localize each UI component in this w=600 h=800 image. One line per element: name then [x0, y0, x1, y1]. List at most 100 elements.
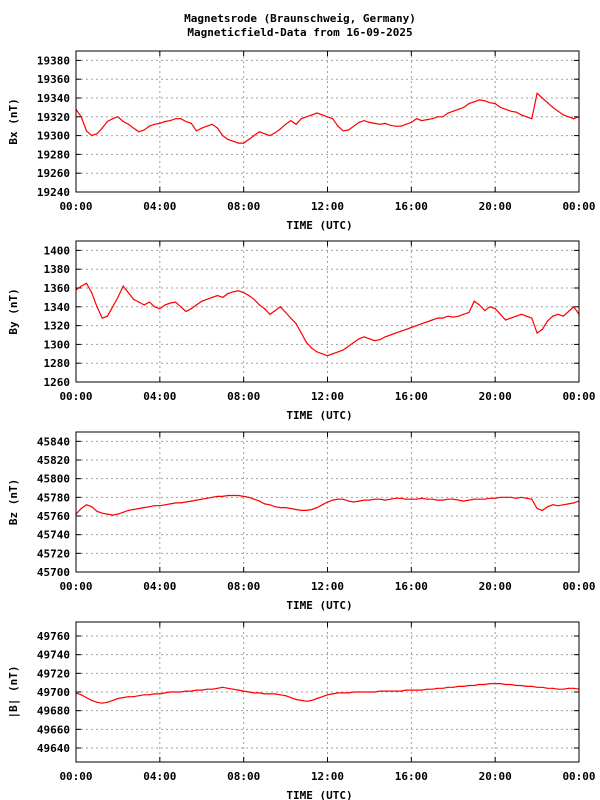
chart-1-data-point [274, 132, 276, 134]
chart-4-data-point [154, 693, 156, 695]
chart-2-data-point [379, 339, 381, 341]
chart-1-data-point [463, 106, 465, 108]
chart-3-y-tick-label: 45720 [37, 547, 70, 560]
chart-3-data-point [505, 496, 507, 498]
chart-3-data-point [133, 508, 135, 511]
chart-4-data-point [463, 685, 465, 688]
chart-1-data-point [195, 130, 198, 132]
chart-1-data-point [536, 92, 538, 94]
chart-3-data-point [436, 499, 439, 501]
chart-3-data-point [374, 498, 376, 500]
chart-3-data-point [305, 509, 308, 511]
chart-1-data-point [478, 99, 480, 101]
chart-2-y-tick-label: 1260 [44, 376, 71, 389]
chart-2-x-tick-label: 04:00 [143, 390, 176, 403]
chart-4-data-point [80, 694, 82, 696]
chart-3-data-point [311, 508, 313, 511]
chart-3-data-point [379, 498, 381, 500]
chart-2-data-point [541, 328, 543, 330]
chart-1-data-point [222, 135, 224, 137]
chart-3-data-point [154, 505, 156, 507]
chart-1-data-point [253, 135, 255, 137]
chart-2-data-point [531, 317, 533, 319]
chart-2-data-point [190, 308, 192, 310]
chart-1-y-tick-label: 19300 [37, 130, 70, 143]
chart-1-data-point [505, 108, 507, 110]
chart-3-data-point [237, 494, 239, 497]
chart-1-data-point [190, 122, 192, 124]
chart-2-data-point [127, 292, 129, 294]
chart-3-data-point [421, 497, 423, 499]
chart-3-data-point [358, 500, 360, 502]
chart-1-data-point [101, 127, 103, 129]
chart-4-data-point [159, 693, 161, 695]
chart-3-data-point [536, 507, 538, 510]
chart-4-data-point [332, 693, 334, 695]
chart-4-data-point [316, 697, 318, 700]
chart-2-data-point [122, 285, 124, 287]
chart-1-x-tick-label: 20:00 [479, 200, 512, 213]
chart-1-data-point [305, 116, 308, 118]
chart-3-data-point [96, 510, 98, 512]
chart-1-x-tick-label: 08:00 [227, 200, 260, 213]
chart-3-data-point [269, 504, 271, 506]
chart-4-data-point [258, 692, 260, 694]
chart-2-data-point [384, 336, 386, 338]
chart-4-x-tick-label: 08:00 [227, 770, 260, 783]
chart-1-data-point [326, 116, 329, 118]
chart-2-data-point [421, 323, 423, 325]
chart-3-data-point [510, 496, 512, 498]
chart-4-data-point [101, 702, 103, 704]
chart-4-data-point [195, 689, 198, 691]
chart-4-data-point [290, 697, 292, 699]
chart-2-x-tick-label: 00:00 [562, 390, 595, 403]
chart-2-x-tick-label: 08:00 [227, 390, 260, 403]
chart-1-data-point [133, 127, 135, 129]
chart-2-y-tick-label: 1320 [44, 320, 71, 333]
chart-3-data-point [85, 504, 88, 506]
chart-2-data-point [520, 313, 523, 315]
chart-1-data-point [421, 120, 423, 122]
chart-4-x-tick-label: 12:00 [311, 770, 344, 783]
chart-3-data-point [384, 499, 386, 501]
chart-3-data-point [300, 509, 302, 511]
chart-3-data-point [337, 498, 339, 500]
chart-2-data-point [342, 349, 344, 351]
chart-3-data-point [222, 495, 224, 497]
chart-2-data-point [185, 310, 187, 313]
chart-3-data-point [159, 505, 161, 507]
chart-4-x-tick-label: 04:00 [143, 770, 176, 783]
chart-4-data-point [279, 694, 281, 696]
chart-2-data-point [326, 355, 329, 357]
chart-3-data-point [484, 498, 486, 500]
chart-2-data-point [353, 341, 355, 344]
chart-2-data-point [332, 353, 334, 355]
chart-3-data-point [541, 509, 543, 511]
chart-2-data-point [526, 315, 528, 317]
chart-2-data-point [368, 338, 370, 340]
chart-1-data-point [447, 112, 449, 114]
chart-2-data-point [505, 319, 507, 321]
chart-3-data-point [274, 506, 276, 508]
chart-3-x-tick-label: 20:00 [479, 580, 512, 593]
chart-2-data-point [180, 306, 182, 308]
chart-4-data-point [353, 691, 355, 693]
chart-3-data-point [363, 499, 365, 501]
chart-1-data-point [473, 101, 475, 103]
chart-3-data-point [457, 499, 460, 501]
chart-2-data-point [237, 290, 239, 292]
chart-3-data-point [106, 513, 108, 515]
chart-3-data-point [190, 500, 192, 502]
chart-3-data-point [489, 497, 491, 499]
chart-4-data-point [489, 683, 491, 685]
chart-3-data-point [342, 498, 344, 500]
chart-2-data-point [463, 313, 465, 315]
chart-2-data-point [410, 326, 412, 329]
chart-4-data-point [389, 690, 391, 692]
chart-1-data-point [148, 125, 150, 127]
chart-1-data-point [185, 120, 187, 123]
chart-4-data-point [405, 689, 407, 691]
chart-4-data-point [253, 692, 255, 694]
chart-3-data-point [426, 498, 428, 500]
chart-2-data-point [468, 311, 470, 313]
